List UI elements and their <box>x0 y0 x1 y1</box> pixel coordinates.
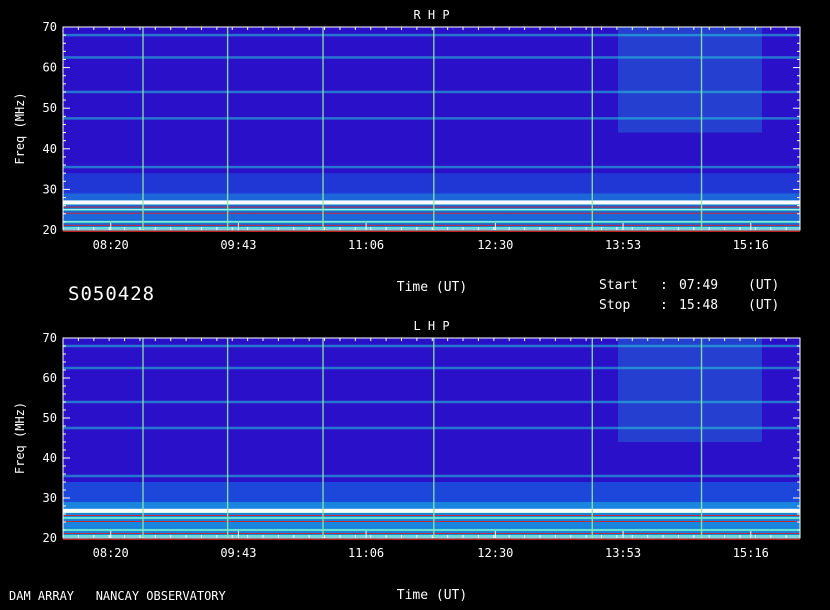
x-tick-label: 12:30 <box>477 546 513 560</box>
x-tick-label: 08:20 <box>93 546 129 560</box>
x-tick-label: 13:53 <box>605 238 641 252</box>
emission-band <box>63 225 800 231</box>
y-tick-label: 60 <box>43 371 57 385</box>
y-tick-label: 40 <box>43 451 57 465</box>
spectrogram-panel-rhp: 08:20 09:43 11:06 12:30 13:53 15:16 20 30 40 50 60… <box>13 8 801 295</box>
emission-band <box>63 56 800 59</box>
y-tick-label: 60 <box>43 61 57 75</box>
emission-band-core <box>63 508 800 513</box>
emission-band <box>63 117 800 120</box>
x-tick-label: 15:16 <box>733 238 769 252</box>
plot-frame-lhp <box>62 337 801 539</box>
x-tick-label: 12:30 <box>477 238 513 252</box>
panel-title-lhp: L H P <box>413 319 449 333</box>
emission-band <box>63 515 800 521</box>
y-tick-label: 50 <box>43 101 57 115</box>
emission-band <box>63 366 800 370</box>
y-tick-label: 30 <box>43 491 57 505</box>
y-axis-label: Freq (MHz) <box>13 92 27 164</box>
emission-band <box>63 527 800 533</box>
emission-band <box>63 344 800 348</box>
start-separator: : <box>660 278 668 293</box>
emission-band <box>63 400 800 404</box>
stop-time-value: 15:48 <box>679 298 719 313</box>
active-region <box>618 338 762 442</box>
stop-separator: : <box>660 298 668 313</box>
x-tick-label: 11:06 <box>348 546 384 560</box>
start-label: Start <box>599 278 639 293</box>
instrument-label: DAM ARRAY NANCAY OBSERVATORY <box>9 589 226 603</box>
active-region <box>618 27 762 133</box>
spectrogram-panel-lhp: 08:20 09:43 11:06 12:30 13:53 15:16 20 30 40 50 60… <box>13 319 801 603</box>
panel-title-rhp: R H P <box>413 8 449 22</box>
observation-id: S050428 <box>68 283 156 305</box>
x-tick-label: 15:16 <box>733 546 769 560</box>
x-tick-label: 08:20 <box>93 238 129 252</box>
emission-band <box>63 165 800 169</box>
y-tick-label: 40 <box>43 142 57 156</box>
y-axis-label: Freq (MHz) <box>13 402 27 474</box>
x-tick-label: 09:43 <box>220 546 256 560</box>
y-tick-label: 70 <box>43 331 57 345</box>
y-tick-label: 70 <box>43 20 57 34</box>
y-tick-label: 30 <box>43 182 57 196</box>
x-tick-label: 09:43 <box>220 238 256 252</box>
x-axis-label: Time (UT) <box>397 588 467 603</box>
emission-band <box>63 90 800 94</box>
y-tick-label: 20 <box>43 223 57 237</box>
start-unit: (UT) <box>748 278 780 293</box>
x-tick-label: 13:53 <box>605 546 641 560</box>
x-tick-label: 11:06 <box>348 238 384 252</box>
emission-band <box>63 533 800 539</box>
emission-band <box>63 474 800 478</box>
emission-band <box>63 33 800 37</box>
stop-label: Stop <box>599 298 631 313</box>
y-tick-label: 20 <box>43 531 57 545</box>
x-axis-label: Time (UT) <box>397 280 467 295</box>
emission-band <box>63 426 800 430</box>
start-time-value: 07:49 <box>679 278 719 293</box>
plot-frame-rhp <box>62 26 801 231</box>
y-tick-label: 50 <box>43 411 57 425</box>
emission-band-core <box>63 200 800 205</box>
emission-band <box>63 219 800 225</box>
stop-unit: (UT) <box>748 298 780 313</box>
emission-band <box>63 207 800 213</box>
